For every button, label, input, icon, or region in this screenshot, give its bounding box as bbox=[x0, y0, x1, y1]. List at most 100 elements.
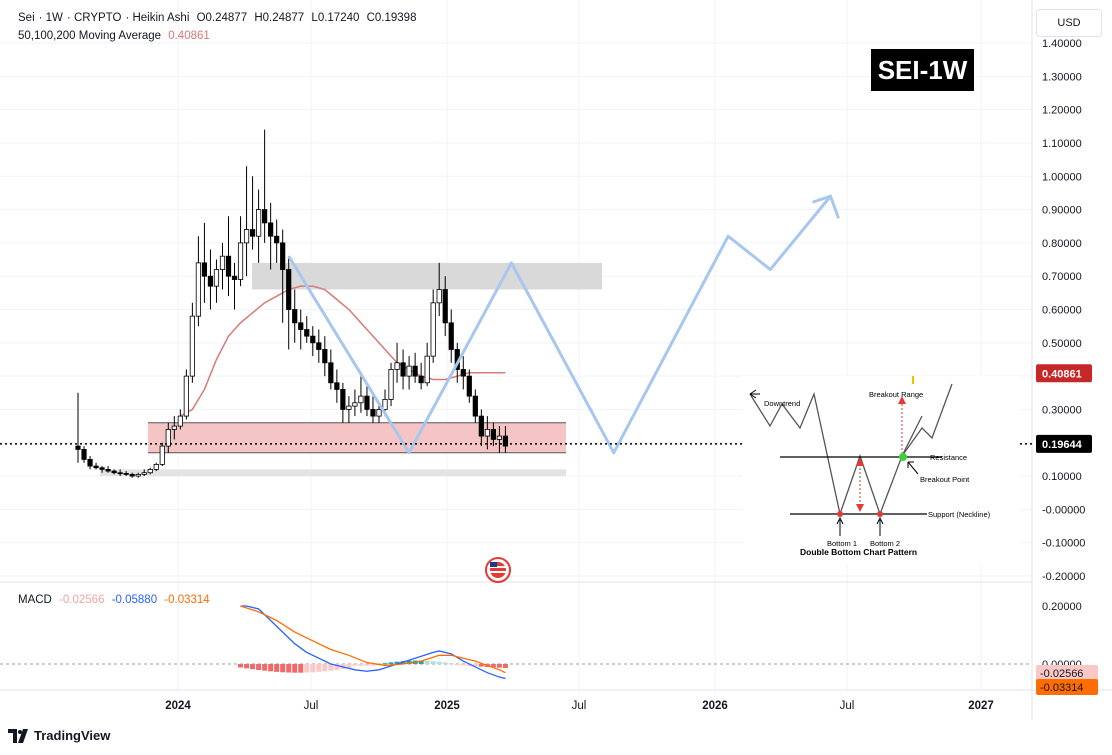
macd-hist-label: -0.02566 bbox=[1040, 668, 1083, 680]
macd-hist-bar bbox=[250, 664, 256, 670]
low-label: L bbox=[311, 12, 318, 24]
chart-style: Heikin Ashi bbox=[132, 12, 190, 24]
macd-hist-value: -0.02566 bbox=[59, 594, 105, 606]
double-bottom-diagram: Downtrend Breakout Range Resistance Brea… bbox=[742, 376, 1020, 564]
currency-button[interactable]: USD bbox=[1036, 9, 1102, 37]
candle-body bbox=[472, 395, 478, 417]
price-tick-label: -0.10000 bbox=[1042, 538, 1085, 550]
candle-body bbox=[298, 322, 304, 330]
price-tick-label: 0.60000 bbox=[1042, 305, 1082, 317]
last-price-label-bg bbox=[1036, 434, 1092, 453]
candle-body bbox=[346, 405, 352, 410]
last-price-label: 0.19644 bbox=[1042, 439, 1083, 451]
macd-hist-bar bbox=[406, 660, 412, 664]
pattern-line bbox=[749, 391, 923, 517]
candle-body bbox=[436, 289, 442, 304]
candle-body bbox=[442, 289, 448, 324]
macd-hist-bar bbox=[448, 663, 454, 665]
grid-lines bbox=[0, 0, 1032, 690]
bottom-2-label: Bottom 2 bbox=[870, 539, 900, 548]
price-tick-label: 1.10000 bbox=[1042, 138, 1082, 150]
candle-body bbox=[129, 473, 135, 477]
candle-body bbox=[460, 369, 466, 377]
time-tick-label: Jul bbox=[304, 700, 319, 712]
candle-body bbox=[135, 473, 141, 477]
ma-legend[interactable]: 50,100,200 Moving Average 0.40861 bbox=[18, 30, 214, 42]
macd-hist-bar bbox=[352, 664, 358, 666]
symbol-name: Sei bbox=[18, 12, 35, 24]
price-labels: 0.40861 0.19644 bbox=[1036, 364, 1092, 453]
candle-body bbox=[430, 302, 436, 357]
candles bbox=[75, 129, 509, 478]
bottom-1-label: Bottom 1 bbox=[827, 539, 857, 548]
signal-line bbox=[240, 605, 506, 674]
interval: 1W bbox=[45, 12, 63, 24]
support-zone bbox=[148, 422, 566, 453]
candle-body bbox=[81, 449, 87, 460]
candle-body bbox=[87, 459, 93, 467]
breakout-point-label: Breakout Point bbox=[920, 475, 970, 484]
macd-hist-bar bbox=[358, 664, 364, 666]
time-tick-label: 2027 bbox=[968, 700, 994, 712]
projection-arrowhead bbox=[812, 194, 840, 219]
projection-line bbox=[287, 195, 832, 455]
macd-hist-bar bbox=[430, 661, 436, 664]
macd-hist-bar bbox=[292, 664, 298, 673]
candle-body bbox=[334, 382, 340, 390]
tradingview-icon bbox=[8, 728, 28, 743]
candle-body bbox=[123, 472, 129, 475]
candle-body bbox=[322, 349, 328, 364]
candle-body bbox=[189, 315, 195, 377]
price-tick-label: 1.30000 bbox=[1042, 71, 1082, 83]
macd-legend[interactable]: MACD -0.02566 -0.05880 -0.03314 bbox=[18, 594, 214, 606]
candle-body bbox=[292, 309, 298, 324]
resistance-zone bbox=[252, 262, 602, 290]
macd-hist-bar bbox=[286, 664, 292, 673]
macd-hist-bar bbox=[244, 664, 250, 669]
time-tick-label: Jul bbox=[840, 700, 855, 712]
macd-hist-bar bbox=[328, 664, 334, 671]
macd-hist-bar bbox=[274, 664, 280, 672]
candle-body bbox=[195, 262, 201, 317]
open-label: O bbox=[196, 12, 206, 24]
macd-signal-value: -0.03314 bbox=[164, 594, 210, 606]
price-tick-label: 0.70000 bbox=[1042, 271, 1082, 283]
candle-body bbox=[249, 229, 256, 237]
candle-body bbox=[201, 262, 208, 277]
candle-body bbox=[364, 395, 370, 410]
macd-hist-bar bbox=[238, 664, 244, 668]
macd-hist-label-bg bbox=[1036, 665, 1098, 681]
candle-body bbox=[304, 329, 310, 337]
symbol-header: Sei · 1W · CRYPTO · Heikin Ashi O0.24877 H0… bbox=[18, 12, 417, 24]
tradingview-logo[interactable]: TradingView bbox=[8, 728, 110, 743]
candle-body bbox=[111, 470, 117, 474]
close-value: 0.19398 bbox=[374, 12, 417, 24]
candle-body bbox=[147, 468, 153, 474]
candle-body bbox=[153, 464, 159, 470]
candle-body bbox=[448, 322, 454, 350]
ma-price-label: 0.40861 bbox=[1042, 368, 1082, 380]
price-tick-label: 0.90000 bbox=[1042, 205, 1082, 217]
macd-hist-bar bbox=[304, 664, 310, 673]
macd-hist-bar bbox=[442, 662, 448, 664]
candle-body bbox=[406, 365, 412, 377]
macd-signal-label: -0.03314 bbox=[1040, 682, 1083, 694]
brand-name: TradingView bbox=[34, 728, 111, 743]
projection-path bbox=[287, 194, 840, 455]
candle-body bbox=[502, 435, 509, 447]
close-label: C bbox=[366, 12, 375, 24]
macd-hist-bar bbox=[418, 660, 424, 664]
ma-value: 0.40861 bbox=[168, 30, 210, 42]
macd-hist-bar bbox=[478, 664, 484, 667]
macd-hist-bar bbox=[334, 664, 340, 670]
price-tick-label: 1.20000 bbox=[1042, 105, 1082, 117]
support-label: Support (Neckline) bbox=[928, 510, 991, 519]
macd-hist-bar bbox=[436, 661, 442, 664]
pattern-title: Double Bottom Chart Pattern bbox=[800, 547, 917, 557]
candle-body bbox=[376, 409, 382, 417]
macd-hist-bar bbox=[496, 664, 502, 668]
candle-body bbox=[412, 365, 418, 377]
macd-line bbox=[240, 605, 506, 680]
candle-body bbox=[424, 355, 430, 384]
